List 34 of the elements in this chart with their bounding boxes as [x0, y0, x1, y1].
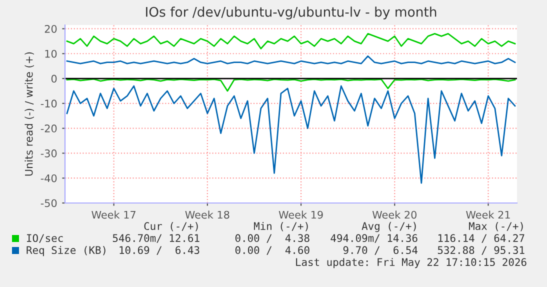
x-tick-label: Week 19 [278, 210, 323, 219]
y-tick-label: -30 [40, 149, 57, 158]
x-tick-label: Week 20 [372, 210, 416, 219]
y-tick-label: -10 [40, 100, 57, 108]
text: 494.09m/ 14.36 [330, 234, 418, 243]
chart-title: IOs for /dev/ubuntu-vg/ubuntu-lv - by month [146, 6, 436, 20]
line-series [66, 78, 516, 92]
text: Last update: Fri May 22 17:10:15 2026 [296, 258, 526, 268]
line-series [66, 55, 516, 64]
y-tick-label: 20 [44, 24, 57, 33]
text: 546.70m/ 12.61 [112, 234, 200, 243]
x-tick-label: Week 17 [92, 210, 136, 219]
text: 0.00 / 4.60 [235, 246, 310, 255]
text: 532.88 / 95.31 [438, 246, 524, 255]
y-tick-label: -50 [40, 199, 57, 208]
y-tick-label: -20 [40, 124, 57, 132]
text: Avg (-/+) [362, 222, 416, 232]
text: 10.69 / 6.43 [120, 246, 200, 255]
y-tick-label: -40 [40, 174, 57, 182]
legend-label: Req Size (KB) [26, 246, 106, 256]
line-series [66, 85, 516, 184]
x-tick-label: Week 18 [185, 210, 230, 219]
text: 116.14 / 64.27 [438, 234, 524, 243]
y-tick-label: 10 [45, 50, 57, 58]
text: 0.00 / 4.38 [235, 234, 310, 243]
x-tick-label: Week 21 [466, 210, 510, 219]
text: Cur (-/+) [144, 222, 198, 232]
y-axis-title: Units read (-) / write (+) [24, 52, 34, 176]
text: 9.70 / 6.54 [343, 246, 418, 255]
legend-label: IO/sec [27, 234, 63, 243]
text: Min (-/+) [254, 222, 308, 232]
line-series [66, 33, 516, 50]
y-tick-label: 0 [51, 74, 57, 83]
text: Max (-/+) [468, 222, 523, 232]
